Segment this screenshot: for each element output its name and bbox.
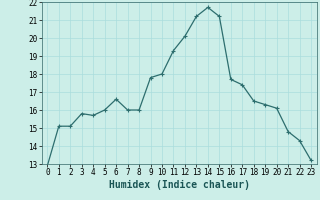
X-axis label: Humidex (Indice chaleur): Humidex (Indice chaleur) bbox=[109, 180, 250, 190]
